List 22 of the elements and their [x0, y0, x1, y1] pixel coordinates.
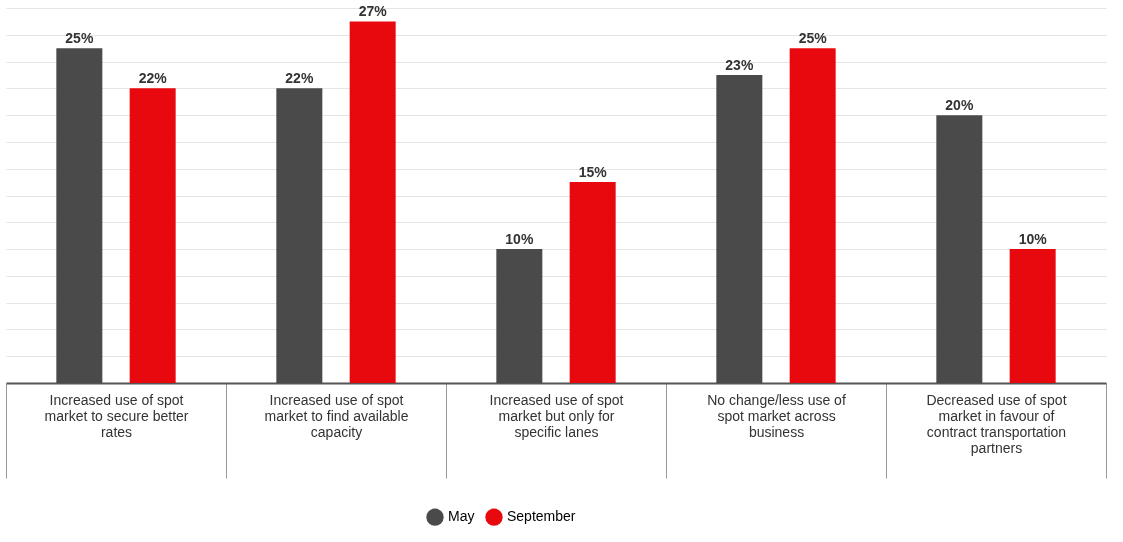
data-label: 10%: [1018, 231, 1048, 248]
data-label: 27%: [358, 3, 388, 20]
data-label: 20%: [945, 97, 974, 114]
bar: [789, 48, 836, 383]
x-tick-label: Increased use of spot market but only for specific lanes: [489, 391, 624, 440]
data-label: 25%: [65, 30, 94, 47]
data-label: 25%: [798, 30, 828, 47]
x-tick-label: Decreased use of spot market in favour of contract transportation partners: [926, 391, 1067, 456]
legend-label: May: [448, 508, 475, 525]
bar: [569, 182, 616, 383]
data-label: 22%: [285, 70, 314, 87]
x-tick-label: Increased use of spot market to find available capacity: [264, 391, 409, 440]
bar: [349, 21, 396, 383]
legend-label: September: [507, 508, 576, 525]
data-label: 10%: [505, 231, 534, 248]
x-tick-label: No change/less use of spot market across business: [707, 391, 846, 440]
x-tick-label: Increased use of spot market to secure better rates: [44, 391, 189, 440]
bar: [1009, 249, 1056, 383]
data-label: 15%: [578, 164, 608, 181]
data-label: 22%: [138, 70, 168, 87]
data-label: 23%: [725, 56, 754, 73]
bar: [129, 88, 176, 383]
